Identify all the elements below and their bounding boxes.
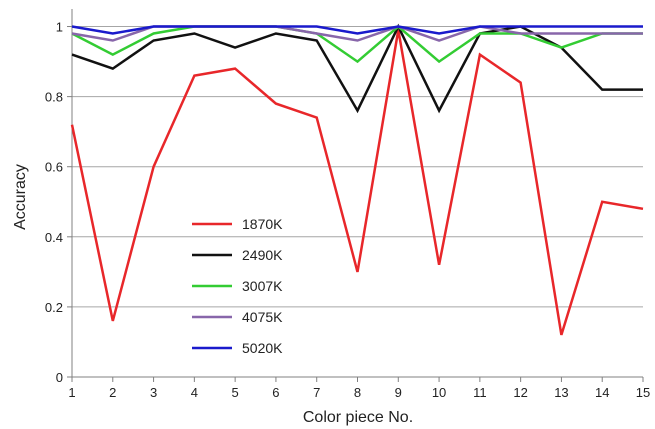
y-tick-label-0: 0 <box>56 370 63 385</box>
legend-label-2490K: 2490K <box>242 247 283 263</box>
x-tick-label-13: 13 <box>554 385 568 400</box>
x-tick-label-14: 14 <box>595 385 609 400</box>
y-tick-label-5: 1 <box>56 20 63 35</box>
legend: 1870K 2490K 3007K 4075K 5020K <box>192 216 283 356</box>
x-tick-label-10: 10 <box>432 385 446 400</box>
x-tick-label-2: 2 <box>109 385 116 400</box>
series-line-3007K <box>71 24 643 64</box>
x-tick-label-5: 5 <box>232 385 239 400</box>
x-tick-label-3: 3 <box>150 385 157 400</box>
y-tick-label-3: 0.6 <box>45 160 63 175</box>
x-tick-label-7: 7 <box>313 385 320 400</box>
legend-label-5020K: 5020K <box>242 340 283 356</box>
x-tick-label-9: 9 <box>395 385 402 400</box>
x-tick-label-8: 8 <box>354 385 361 400</box>
y-axis-title: Accuracy <box>12 164 29 230</box>
data-series <box>70 23 644 336</box>
legend-label-3007K: 3007K <box>242 278 283 294</box>
x-tick-label-11: 11 <box>473 385 487 400</box>
x-tick-label-12: 12 <box>513 385 527 400</box>
legend-label-1870K: 1870K <box>242 216 283 232</box>
series-line-2490K <box>71 23 643 114</box>
axes <box>67 9 644 382</box>
series-line-5020K <box>71 25 643 35</box>
series-line-1870K <box>70 29 644 336</box>
x-tick-label-4: 4 <box>191 385 198 400</box>
x-tick-label-6: 6 <box>272 385 279 400</box>
y-tick-label-4: 0.8 <box>45 90 63 105</box>
x-axis-title: Color piece No. <box>303 409 413 426</box>
x-tick-label-15: 15 <box>636 385 650 400</box>
x-tick-label-1: 1 <box>68 385 75 400</box>
y-tick-label-1: 0.2 <box>45 300 63 315</box>
y-tick-label-2: 0.4 <box>45 230 63 245</box>
legend-label-4075K: 4075K <box>242 309 283 325</box>
